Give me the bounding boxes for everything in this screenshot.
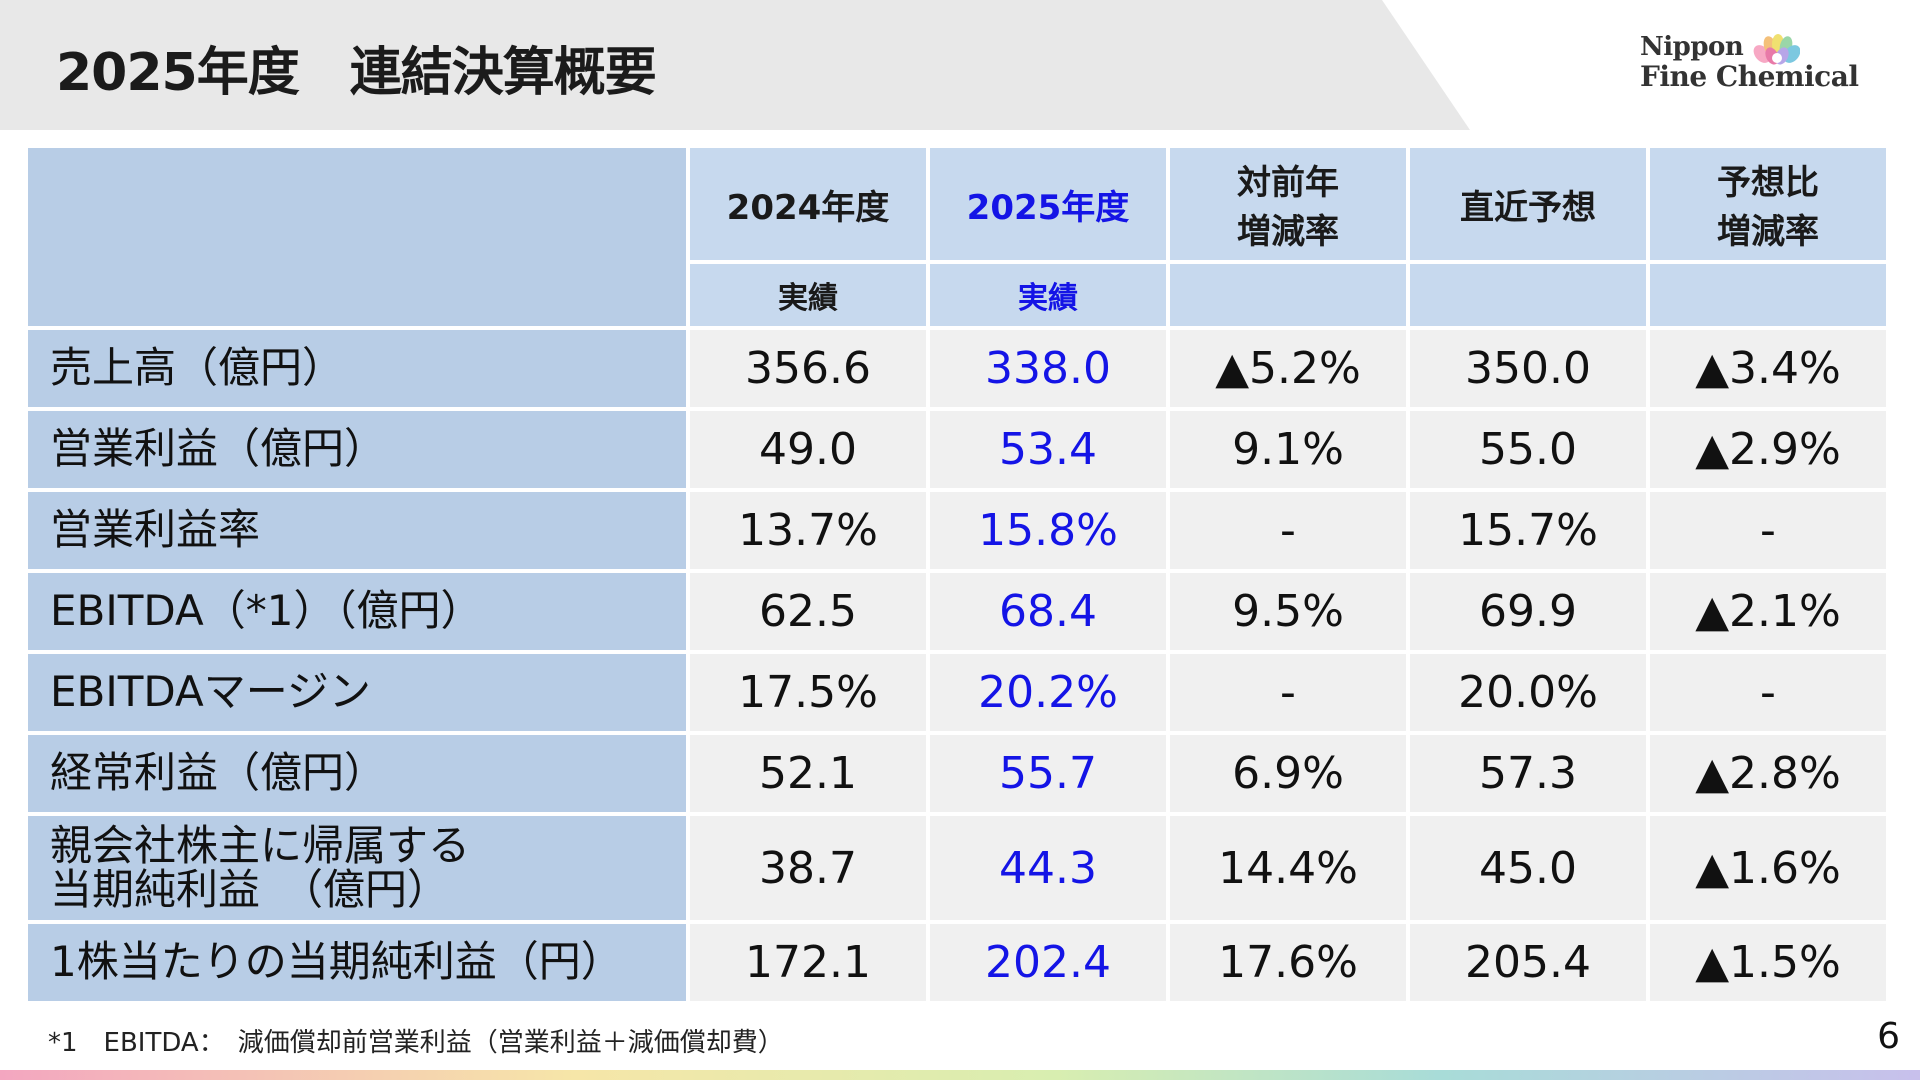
col-subheader-yoy-change xyxy=(1170,264,1406,326)
value-cell: 20.2% xyxy=(930,654,1166,731)
col-header-2025: 2025年度 xyxy=(930,148,1166,260)
table-row: EBITDA（*1）（億円） 62.5 68.4 9.5% 69.9 ▲2.1% xyxy=(28,573,1886,650)
value-cell: 15.8% xyxy=(930,492,1166,569)
col-subheader-2024: 実績 xyxy=(690,264,926,326)
row-label-ordinary-income: 経常利益（億円） xyxy=(28,735,686,812)
value-cell: 57.3 xyxy=(1410,735,1646,812)
table-row: 1株当たりの当期純利益（円） 172.1 202.4 17.6% 205.4 ▲… xyxy=(28,924,1886,1001)
value-cell: 172.1 xyxy=(690,924,926,1001)
value-cell: 44.3 xyxy=(930,816,1166,920)
value-cell: 6.9% xyxy=(1170,735,1406,812)
row-label-ebitda-margin: EBITDAマージン xyxy=(28,654,686,731)
row-label-net-income: 親会社株主に帰属する 当期純利益 （億円） xyxy=(28,816,686,920)
col-header-forecast: 直近予想 xyxy=(1410,148,1646,260)
value-cell: 9.5% xyxy=(1170,573,1406,650)
col-header-yoy-change: 対前年 増減率 xyxy=(1170,148,1406,260)
value-cell: 9.1% xyxy=(1170,411,1406,488)
value-cell: ▲1.5% xyxy=(1650,924,1886,1001)
decorative-gradient-bar xyxy=(0,1070,1920,1080)
financial-summary-table: 2024年度 2025年度 対前年 増減率 直近予想 予想比 増減率 実績 実績… xyxy=(24,144,1890,1005)
value-cell: ▲2.8% xyxy=(1650,735,1886,812)
title-band xyxy=(0,0,1470,130)
value-cell: ▲5.2% xyxy=(1170,330,1406,407)
value-cell: 68.4 xyxy=(930,573,1166,650)
col-header-forecast-change: 予想比 増減率 xyxy=(1650,148,1886,260)
table-row: 営業利益率 13.7% 15.8% - 15.7% - xyxy=(28,492,1886,569)
value-cell: 45.0 xyxy=(1410,816,1646,920)
value-cell: 38.7 xyxy=(690,816,926,920)
value-cell: 49.0 xyxy=(690,411,926,488)
value-cell: ▲2.9% xyxy=(1650,411,1886,488)
row-label-operating-margin: 営業利益率 xyxy=(28,492,686,569)
col-subheader-forecast-change xyxy=(1650,264,1886,326)
value-cell: 20.0% xyxy=(1410,654,1646,731)
value-cell: 15.7% xyxy=(1410,492,1646,569)
value-cell: 205.4 xyxy=(1410,924,1646,1001)
value-cell: - xyxy=(1170,654,1406,731)
value-cell: 17.5% xyxy=(690,654,926,731)
value-cell: 69.9 xyxy=(1410,573,1646,650)
flower-logo-icon xyxy=(1753,34,1800,65)
table-row: 営業利益（億円） 49.0 53.4 9.1% 55.0 ▲2.9% xyxy=(28,411,1886,488)
row-label-sales: 売上高（億円） xyxy=(28,330,686,407)
subheader-row: 実績 実績 xyxy=(28,264,1886,326)
value-cell: 17.6% xyxy=(1170,924,1406,1001)
page-title: 2025年度 連結決算概要 xyxy=(56,43,657,103)
footnote: *1 EBITDA： 減価償却前営業利益（営業利益＋減価償却費） xyxy=(48,1028,784,1058)
logo-text-line2: Fine Chemical xyxy=(1640,60,1859,93)
value-cell: - xyxy=(1650,492,1886,569)
value-cell: ▲3.4% xyxy=(1650,330,1886,407)
value-cell: - xyxy=(1650,654,1886,731)
logo-text-line1: Nippon xyxy=(1640,32,1744,62)
value-cell: 356.6 xyxy=(690,330,926,407)
value-cell: 14.4% xyxy=(1170,816,1406,920)
value-cell: 55.0 xyxy=(1410,411,1646,488)
value-cell: 13.7% xyxy=(690,492,926,569)
row-label-eps: 1株当たりの当期純利益（円） xyxy=(28,924,686,1001)
value-cell: 62.5 xyxy=(690,573,926,650)
value-cell: 338.0 xyxy=(930,330,1166,407)
col-subheader-forecast xyxy=(1410,264,1646,326)
table-row: 売上高（億円） 356.6 338.0 ▲5.2% 350.0 ▲3.4% xyxy=(28,330,1886,407)
value-cell: ▲1.6% xyxy=(1650,816,1886,920)
value-cell: 202.4 xyxy=(930,924,1166,1001)
row-label-ebitda: EBITDA（*1）（億円） xyxy=(28,573,686,650)
value-cell: - xyxy=(1170,492,1406,569)
table-row: EBITDAマージン 17.5% 20.2% - 20.0% - xyxy=(28,654,1886,731)
table-row: 親会社株主に帰属する 当期純利益 （億円） 38.7 44.3 14.4% 45… xyxy=(28,816,1886,920)
header-row: 2024年度 2025年度 対前年 増減率 直近予想 予想比 増減率 xyxy=(28,148,1886,326)
company-logo: Nippon Fine Chemical xyxy=(1640,30,1859,100)
value-cell: ▲2.1% xyxy=(1650,573,1886,650)
row-label-operating-income: 営業利益（億円） xyxy=(28,411,686,488)
page-number: 6 xyxy=(1877,1016,1900,1057)
value-cell: 350.0 xyxy=(1410,330,1646,407)
value-cell: 52.1 xyxy=(690,735,926,812)
col-subheader-2025: 実績 xyxy=(930,264,1166,326)
header-blank-cell xyxy=(28,148,686,326)
value-cell: 55.7 xyxy=(930,735,1166,812)
table-row: 経常利益（億円） 52.1 55.7 6.9% 57.3 ▲2.8% xyxy=(28,735,1886,812)
value-cell: 53.4 xyxy=(930,411,1166,488)
col-header-2024: 2024年度 xyxy=(690,148,926,260)
